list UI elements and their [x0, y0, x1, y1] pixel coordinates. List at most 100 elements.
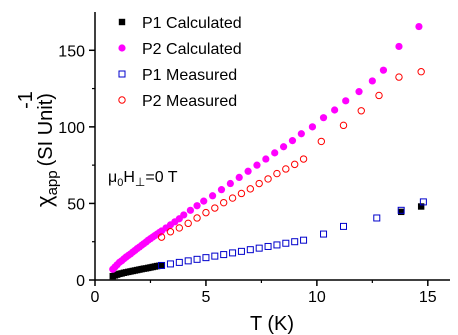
data-point [246, 185, 255, 193]
legend-item: P1 Measured [118, 67, 237, 84]
data-point [166, 260, 174, 268]
annotation-H-sub: ⊥ [135, 175, 145, 189]
series-p1-calculated [109, 203, 425, 280]
data-point [282, 239, 290, 247]
legend: P1 Calculated P2 Calculated P1 Measured P2 … [118, 15, 242, 110]
data-marks [109, 22, 427, 280]
data-point [186, 206, 195, 214]
data-point [202, 254, 210, 262]
data-point [379, 66, 388, 74]
x-tick-label: 5 [201, 289, 210, 306]
data-point [235, 173, 243, 181]
data-point [331, 106, 339, 114]
legend-item: P2 Calculated [118, 41, 242, 58]
annotation-H: H [123, 169, 135, 186]
data-point [279, 143, 288, 151]
data-point [291, 238, 299, 246]
series-p2-measured [157, 68, 425, 241]
data-point [317, 137, 326, 146]
data-point [211, 252, 219, 260]
data-point [417, 203, 425, 210]
legend-label: P1 Calculated [142, 15, 242, 32]
legend-marker [118, 44, 126, 52]
legend-item: P2 Measured [118, 93, 237, 110]
data-point [297, 130, 305, 138]
data-point [273, 241, 281, 249]
annotation-mu-sub: 0 [117, 177, 123, 189]
y-axis-title-sub: app [44, 170, 61, 195]
data-point [373, 214, 381, 222]
data-point [415, 22, 423, 31]
field-annotation: μ0H⊥=0 T [108, 169, 178, 189]
data-point [397, 206, 405, 214]
y-tick-label: 100 [58, 120, 85, 137]
data-point [397, 208, 405, 216]
data-point [157, 233, 166, 241]
data-point [300, 236, 308, 244]
data-point [395, 42, 403, 51]
data-point [375, 91, 383, 100]
data-point [340, 222, 347, 230]
data-point [319, 114, 328, 122]
data-point [264, 242, 272, 250]
data-point [299, 155, 308, 163]
data-point [184, 257, 192, 265]
y-tick-label: 50 [67, 196, 85, 213]
series-p1-measured [158, 198, 427, 269]
data-point [226, 179, 234, 188]
data-point [200, 197, 208, 205]
data-point [246, 246, 254, 254]
data-point [220, 251, 228, 259]
legend-item: P1 Calculated [118, 15, 242, 32]
data-point [166, 228, 175, 236]
data-point [193, 255, 201, 263]
x-tick-label: 15 [419, 289, 437, 306]
legend-marker [118, 96, 126, 104]
x-tick-label: 10 [308, 289, 326, 306]
data-point [288, 137, 297, 145]
data-point [158, 261, 166, 269]
data-point [273, 169, 281, 178]
data-point [419, 198, 427, 206]
axis-ticks [89, 49, 429, 286]
axes [94, 12, 450, 281]
data-point [228, 194, 237, 202]
annotation-rest: =0 T [145, 169, 177, 186]
data-point [264, 175, 272, 183]
data-point [175, 224, 184, 232]
data-point [368, 77, 376, 85]
x-tick-label: 0 [91, 289, 100, 306]
data-point [229, 249, 237, 257]
data-point [244, 167, 252, 175]
data-point [180, 211, 188, 219]
data-point [237, 247, 245, 255]
legend-marker [118, 18, 126, 26]
data-point [290, 160, 299, 169]
data-point [255, 244, 263, 252]
y-axis-title: χapp (SI Unit) [32, 93, 61, 207]
legend-label: P2 Measured [142, 93, 237, 110]
y-axis-title-base: χ [32, 195, 57, 207]
series-p2-calculated [109, 22, 423, 273]
data-point [395, 73, 403, 81]
data-point [271, 149, 279, 157]
data-point [211, 204, 219, 212]
data-point [355, 88, 363, 96]
x-axis-title: T (K) [250, 313, 294, 335]
y-tick-label: 150 [58, 43, 85, 60]
y-tick-label: 0 [76, 273, 85, 290]
legend-marker [118, 70, 126, 78]
data-point [253, 161, 261, 169]
legend-label: P1 Measured [142, 67, 237, 84]
data-point [237, 189, 246, 198]
data-point [282, 165, 290, 173]
data-point [357, 107, 365, 115]
data-point [320, 230, 328, 238]
data-point [219, 198, 228, 207]
data-point [308, 123, 317, 131]
data-point [208, 192, 217, 200]
y-axis-title-superscript: -1 [15, 91, 37, 109]
data-point [184, 219, 192, 228]
